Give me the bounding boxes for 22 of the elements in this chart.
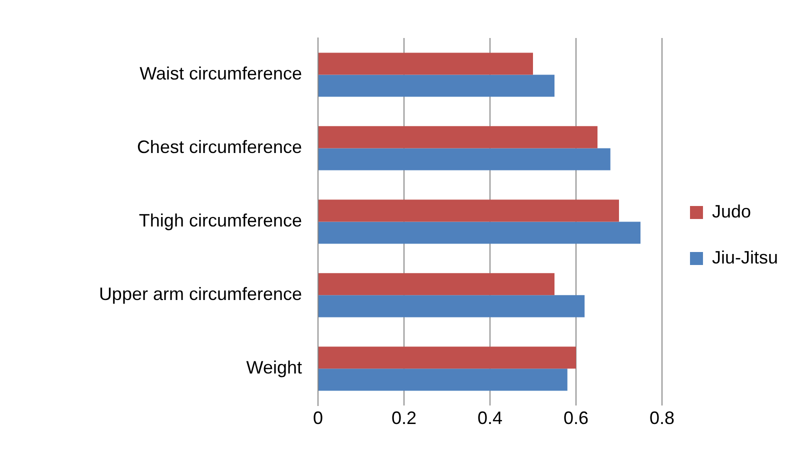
bar xyxy=(318,74,554,97)
x-tick-label: 0.8 xyxy=(649,408,674,428)
y-tick-label: Chest circumference xyxy=(136,137,302,158)
x-tick-label: 0 xyxy=(312,408,324,428)
bar xyxy=(318,346,576,369)
y-tick-label: Upper arm circumference xyxy=(98,284,302,304)
bar xyxy=(318,295,585,318)
bar xyxy=(318,148,610,170)
bar xyxy=(318,368,568,391)
y-tick-label: Waist circumference xyxy=(140,64,302,84)
bar xyxy=(318,52,533,75)
bar xyxy=(318,126,598,148)
y-tick-label: Thigh circumference xyxy=(138,210,302,231)
y-tick-label: Weight xyxy=(246,358,302,378)
legend-label: Jiu-Jitsu xyxy=(712,247,778,268)
x-tick-label: 0.6 xyxy=(563,408,589,428)
bar xyxy=(318,200,619,222)
bar xyxy=(318,273,554,296)
bar xyxy=(318,222,640,244)
legend-label: Judo xyxy=(712,201,752,222)
x-tick-label: 0.2 xyxy=(391,408,417,428)
x-tick-label: 0.4 xyxy=(477,408,503,428)
